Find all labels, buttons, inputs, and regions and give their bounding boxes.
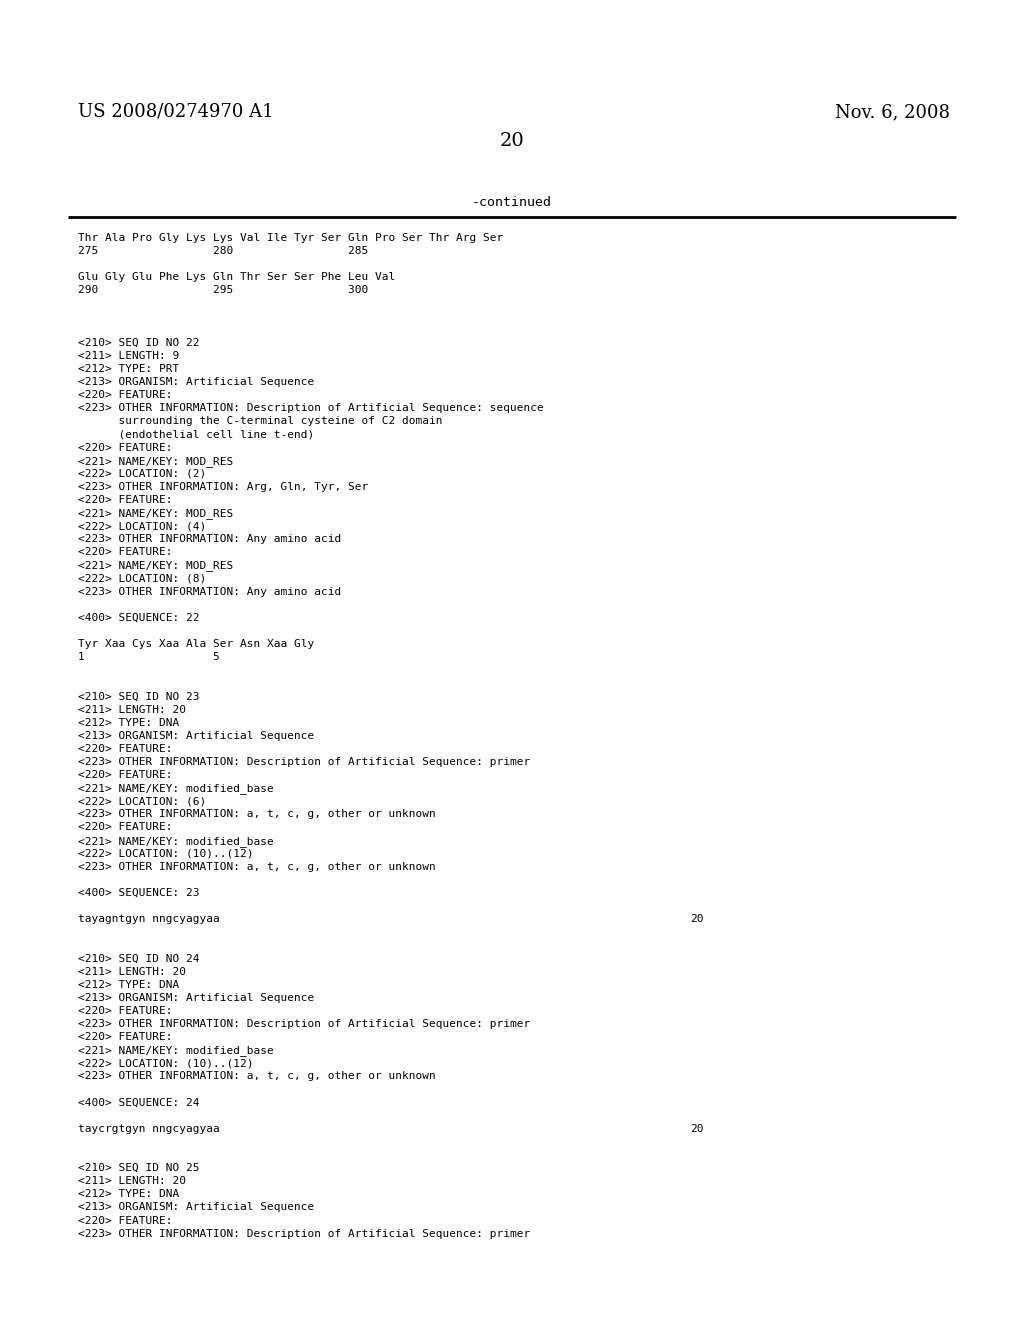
Text: <222> LOCATION: (8): <222> LOCATION: (8) [78, 574, 206, 583]
Text: <210> SEQ ID NO 24: <210> SEQ ID NO 24 [78, 953, 200, 964]
Text: <220> FEATURE:: <220> FEATURE: [78, 391, 172, 400]
Text: -continued: -continued [472, 195, 552, 209]
Text: 290                 295                 300: 290 295 300 [78, 285, 369, 296]
Text: <223> OTHER INFORMATION: a, t, c, g, other or unknown: <223> OTHER INFORMATION: a, t, c, g, oth… [78, 1072, 436, 1081]
Text: <221> NAME/KEY: modified_base: <221> NAME/KEY: modified_base [78, 1045, 273, 1056]
Text: <220> FEATURE:: <220> FEATURE: [78, 770, 172, 780]
Text: <211> LENGTH: 9: <211> LENGTH: 9 [78, 351, 179, 360]
Text: <211> LENGTH: 20: <211> LENGTH: 20 [78, 705, 186, 714]
Text: <223> OTHER INFORMATION: a, t, c, g, other or unknown: <223> OTHER INFORMATION: a, t, c, g, oth… [78, 809, 436, 820]
Text: <221> NAME/KEY: modified_base: <221> NAME/KEY: modified_base [78, 836, 273, 846]
Text: Glu Gly Glu Phe Lys Gln Thr Ser Ser Phe Leu Val: Glu Gly Glu Phe Lys Gln Thr Ser Ser Phe … [78, 272, 395, 282]
Text: <213> ORGANISM: Artificial Sequence: <213> ORGANISM: Artificial Sequence [78, 1203, 314, 1212]
Text: <210> SEQ ID NO 22: <210> SEQ ID NO 22 [78, 338, 200, 347]
Text: taycrgtgyn nngcyagyaa: taycrgtgyn nngcyagyaa [78, 1123, 220, 1134]
Text: (endothelial cell line t-end): (endothelial cell line t-end) [78, 429, 314, 440]
Text: <220> FEATURE:: <220> FEATURE: [78, 548, 172, 557]
Text: 20: 20 [690, 1123, 703, 1134]
Text: <220> FEATURE:: <220> FEATURE: [78, 744, 172, 754]
Text: Nov. 6, 2008: Nov. 6, 2008 [835, 103, 950, 121]
Text: <220> FEATURE:: <220> FEATURE: [78, 442, 172, 453]
Text: <400> SEQUENCE: 24: <400> SEQUENCE: 24 [78, 1098, 200, 1107]
Text: <220> FEATURE:: <220> FEATURE: [78, 822, 172, 833]
Text: <220> FEATURE:: <220> FEATURE: [78, 1032, 172, 1041]
Text: Thr Ala Pro Gly Lys Lys Val Ile Tyr Ser Gln Pro Ser Thr Arg Ser: Thr Ala Pro Gly Lys Lys Val Ile Tyr Ser … [78, 234, 503, 243]
Text: <221> NAME/KEY: MOD_RES: <221> NAME/KEY: MOD_RES [78, 455, 233, 466]
Text: <212> TYPE: PRT: <212> TYPE: PRT [78, 364, 179, 374]
Text: <220> FEATURE:: <220> FEATURE: [78, 495, 172, 506]
Text: <211> LENGTH: 20: <211> LENGTH: 20 [78, 966, 186, 977]
Text: <221> NAME/KEY: MOD_RES: <221> NAME/KEY: MOD_RES [78, 561, 233, 572]
Text: <400> SEQUENCE: 23: <400> SEQUENCE: 23 [78, 888, 200, 898]
Text: <223> OTHER INFORMATION: Arg, Gln, Tyr, Ser: <223> OTHER INFORMATION: Arg, Gln, Tyr, … [78, 482, 369, 492]
Text: Tyr Xaa Cys Xaa Ala Ser Asn Xaa Gly: Tyr Xaa Cys Xaa Ala Ser Asn Xaa Gly [78, 639, 314, 649]
Text: <400> SEQUENCE: 22: <400> SEQUENCE: 22 [78, 612, 200, 623]
Text: <211> LENGTH: 20: <211> LENGTH: 20 [78, 1176, 186, 1187]
Text: <222> LOCATION: (4): <222> LOCATION: (4) [78, 521, 206, 531]
Text: <223> OTHER INFORMATION: Description of Artificial Sequence: primer: <223> OTHER INFORMATION: Description of … [78, 1019, 530, 1030]
Text: <210> SEQ ID NO 25: <210> SEQ ID NO 25 [78, 1163, 200, 1173]
Text: 20: 20 [690, 915, 703, 924]
Text: tayagntgyn nngcyagyaa: tayagntgyn nngcyagyaa [78, 915, 220, 924]
Text: surrounding the C-terminal cysteine of C2 domain: surrounding the C-terminal cysteine of C… [78, 416, 442, 426]
Text: <221> NAME/KEY: MOD_RES: <221> NAME/KEY: MOD_RES [78, 508, 233, 519]
Text: 1                   5: 1 5 [78, 652, 220, 663]
Text: <220> FEATURE:: <220> FEATURE: [78, 1006, 172, 1016]
Text: <222> LOCATION: (2): <222> LOCATION: (2) [78, 469, 206, 479]
Text: <213> ORGANISM: Artificial Sequence: <213> ORGANISM: Artificial Sequence [78, 993, 314, 1003]
Text: <221> NAME/KEY: modified_base: <221> NAME/KEY: modified_base [78, 783, 273, 795]
Text: <223> OTHER INFORMATION: Any amino acid: <223> OTHER INFORMATION: Any amino acid [78, 586, 341, 597]
Text: US 2008/0274970 A1: US 2008/0274970 A1 [78, 103, 273, 121]
Text: <223> OTHER INFORMATION: Any amino acid: <223> OTHER INFORMATION: Any amino acid [78, 535, 341, 544]
Text: <223> OTHER INFORMATION: a, t, c, g, other or unknown: <223> OTHER INFORMATION: a, t, c, g, oth… [78, 862, 436, 871]
Text: <223> OTHER INFORMATION: Description of Artificial Sequence: primer: <223> OTHER INFORMATION: Description of … [78, 1229, 530, 1238]
Text: <213> ORGANISM: Artificial Sequence: <213> ORGANISM: Artificial Sequence [78, 731, 314, 741]
Text: <220> FEATURE:: <220> FEATURE: [78, 1216, 172, 1225]
Text: <222> LOCATION: (10)..(12): <222> LOCATION: (10)..(12) [78, 849, 254, 859]
Text: <222> LOCATION: (6): <222> LOCATION: (6) [78, 796, 206, 807]
Text: <222> LOCATION: (10)..(12): <222> LOCATION: (10)..(12) [78, 1059, 254, 1068]
Text: 275                 280                 285: 275 280 285 [78, 246, 369, 256]
Text: <213> ORGANISM: Artificial Sequence: <213> ORGANISM: Artificial Sequence [78, 378, 314, 387]
Text: 20: 20 [500, 132, 524, 150]
Text: <210> SEQ ID NO 23: <210> SEQ ID NO 23 [78, 692, 200, 701]
Text: <212> TYPE: DNA: <212> TYPE: DNA [78, 1189, 179, 1200]
Text: <212> TYPE: DNA: <212> TYPE: DNA [78, 718, 179, 727]
Text: <223> OTHER INFORMATION: Description of Artificial Sequence: sequence: <223> OTHER INFORMATION: Description of … [78, 404, 544, 413]
Text: <223> OTHER INFORMATION: Description of Artificial Sequence: primer: <223> OTHER INFORMATION: Description of … [78, 756, 530, 767]
Text: <212> TYPE: DNA: <212> TYPE: DNA [78, 979, 179, 990]
